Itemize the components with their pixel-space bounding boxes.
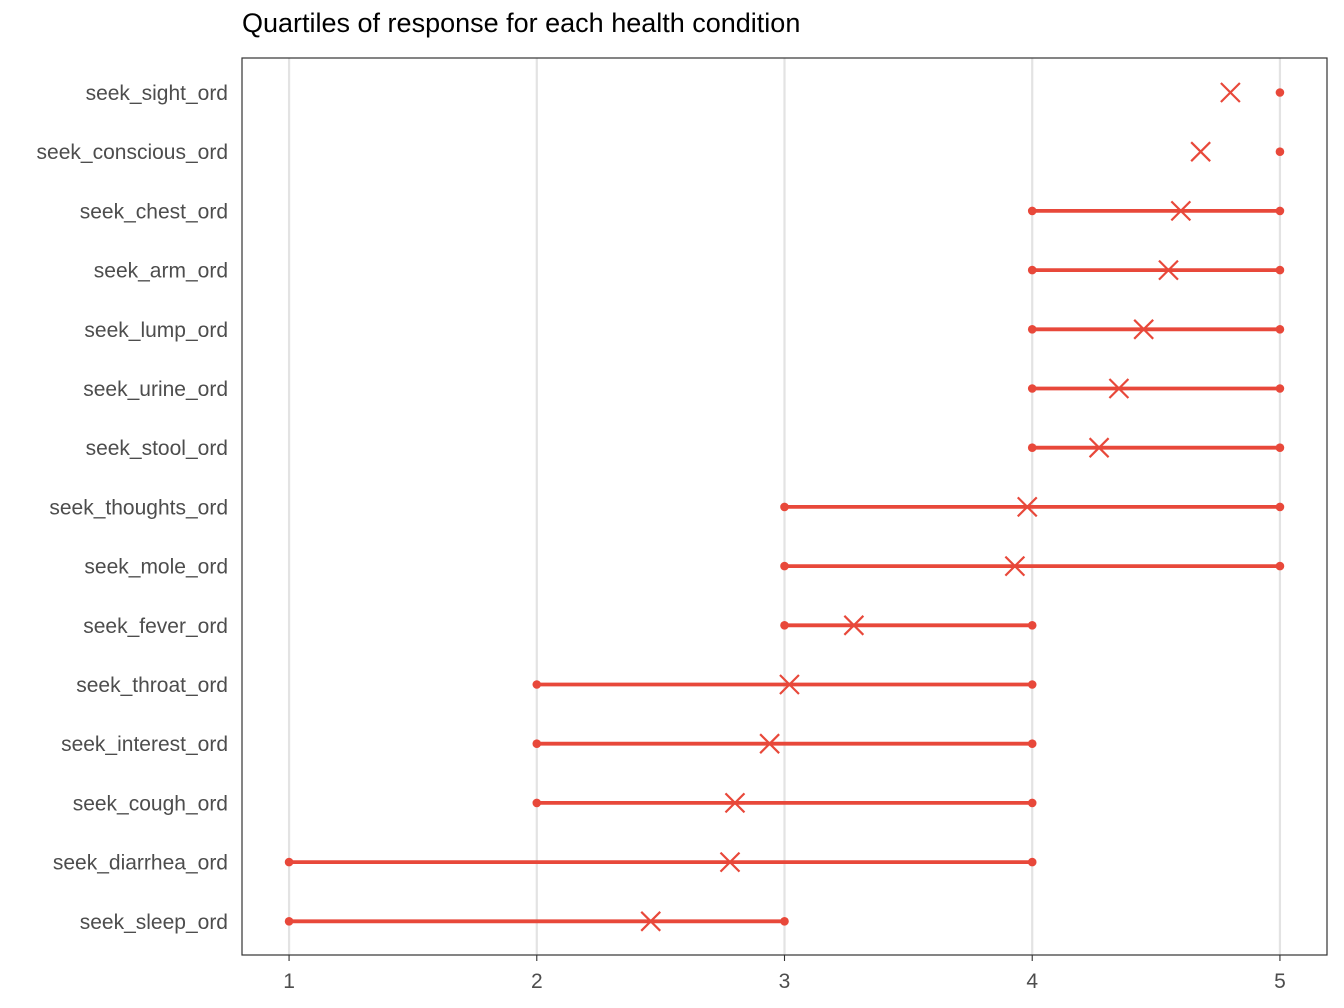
q3-point (1275, 384, 1285, 393)
y-category-label: seek_conscious_ord (37, 141, 228, 164)
q1-point (532, 798, 542, 808)
row-seek_arm_ord (1027, 259, 1285, 281)
x-tick-label: 4 (1026, 970, 1038, 993)
mean-marker (1190, 141, 1211, 162)
mean-marker (1016, 496, 1038, 518)
mean-marker (1108, 378, 1130, 399)
row-seek_stool_ord (1027, 437, 1285, 458)
mean-marker (1133, 319, 1154, 340)
q3-point (1275, 325, 1285, 334)
mean-marker (1004, 555, 1026, 577)
chart-marks (284, 82, 1285, 932)
q1-point (780, 502, 789, 512)
x-tick-label: 5 (1274, 970, 1286, 993)
q3-point (1275, 265, 1285, 275)
row-seek_sight_ord (1220, 82, 1285, 103)
y-category-label: seek_interest_ord (61, 733, 228, 756)
y-category-label: seek_lump_ord (84, 319, 228, 342)
y-category-label: seek_sleep_ord (80, 911, 228, 934)
chart-title: Quartiles of response for each health co… (242, 8, 801, 38)
row-seek_lump_ord (1027, 319, 1285, 340)
row-seek_thoughts_ord (780, 496, 1285, 518)
quartile-point (1275, 88, 1285, 97)
q3-point (1027, 621, 1037, 630)
row-seek_fever_ord (780, 615, 1037, 636)
mean-marker (843, 615, 865, 636)
row-seek_mole_ord (780, 555, 1285, 577)
q3-point (1275, 502, 1285, 512)
row-seek_chest_ord (1027, 200, 1285, 222)
mean-marker (1088, 437, 1110, 458)
y-category-label: seek_chest_ord (80, 200, 228, 223)
q3-point (1027, 739, 1037, 748)
q1-point (1027, 443, 1037, 453)
y-category-label: seek_sight_ord (86, 82, 228, 105)
quartile-point (1275, 147, 1285, 156)
mean-marker (759, 733, 780, 754)
q1-point (532, 739, 542, 748)
y-category-label: seek_thoughts_ord (49, 496, 228, 519)
mean-marker (719, 851, 741, 873)
mean-marker (640, 911, 662, 932)
q1-point (1027, 265, 1037, 275)
y-category-label: seek_arm_ord (94, 260, 228, 283)
row-seek_diarrhea_ord (284, 851, 1037, 873)
q1-point (780, 561, 789, 571)
y-category-label: seek_fever_ord (83, 615, 228, 638)
y-category-label: seek_mole_ord (84, 556, 228, 579)
row-seek_urine_ord (1027, 378, 1285, 399)
row-seek_cough_ord (532, 792, 1037, 814)
y-category-label: seek_throat_ord (76, 674, 228, 697)
x-axis: 1 2 3 4 5 (283, 955, 1286, 993)
y-category-label: seek_urine_ord (83, 378, 228, 401)
row-seek_interest_ord (532, 733, 1037, 754)
q3-point (780, 917, 789, 926)
q1-point (1027, 325, 1037, 334)
q1-point (284, 857, 294, 867)
q3-point (1275, 206, 1285, 216)
q1-point (780, 621, 789, 630)
q1-point (1027, 206, 1037, 216)
mean-marker (779, 674, 800, 695)
q3-point (1027, 798, 1037, 808)
q3-point (1027, 680, 1037, 689)
x-tick-label: 3 (779, 970, 791, 993)
q1-point (284, 917, 294, 926)
row-seek_throat_ord (532, 674, 1037, 695)
q3-point (1275, 443, 1285, 453)
mean-marker (724, 792, 746, 814)
x-tick-label: 2 (531, 970, 543, 993)
row-seek_conscious_ord (1190, 141, 1285, 162)
y-category-label: seek_diarrhea_ord (53, 852, 228, 875)
x-tick-label: 1 (283, 970, 295, 993)
y-category-label: seek_stool_ord (86, 437, 228, 460)
mean-marker (1220, 82, 1241, 103)
q3-point (1027, 857, 1037, 867)
q1-point (1027, 384, 1037, 393)
y-axis-labels: seek_sight_ord seek_conscious_ord seek_che… (37, 82, 228, 934)
y-category-label: seek_cough_ord (73, 792, 228, 815)
q3-point (1275, 561, 1285, 571)
mean-marker (1158, 259, 1179, 281)
q1-point (532, 680, 542, 689)
row-seek_sleep_ord (284, 911, 789, 932)
mean-marker (1170, 200, 1192, 222)
